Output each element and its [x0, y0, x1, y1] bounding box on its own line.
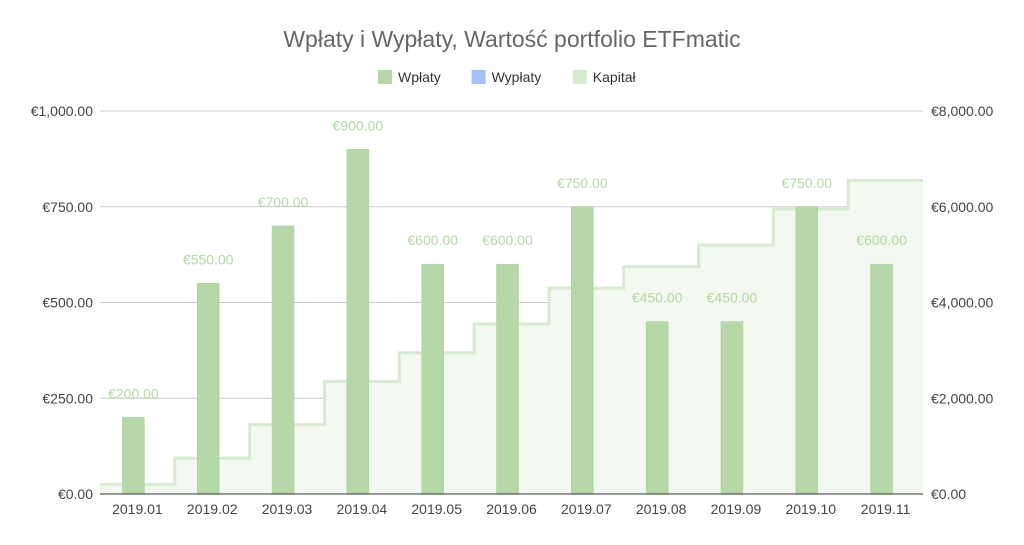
legend-swatch [471, 70, 486, 84]
x-tick-label: 2019.06 [486, 501, 537, 517]
bar-wplaty [795, 206, 819, 495]
x-tick-label: 2019.08 [636, 501, 687, 517]
y-left-tick-label: €500.00 [42, 295, 93, 311]
bar-data-label: €600.00 [407, 232, 458, 248]
bar-wplaty [421, 263, 444, 495]
x-tick-label: 2019.02 [187, 501, 238, 517]
data-labels: €200.00 €550.00 €700.00 €900.00 €600.00 €600.… [108, 117, 907, 401]
x-tick-label: 2019.10 [785, 501, 836, 517]
x-tick-label: 2019.09 [711, 501, 762, 517]
chart-title: Wpłaty i Wypłaty, Wartość portfolio ETFm… [283, 26, 740, 52]
bar-wplaty [122, 417, 145, 495]
y-left-tick-label: €250.00 [42, 390, 93, 406]
legend-label: Kapitał [593, 69, 637, 85]
bar-data-label: €750.00 [781, 175, 832, 191]
bar-data-label: €900.00 [333, 117, 384, 133]
y-left-tick-label: €750.00 [42, 199, 93, 215]
bar-data-label: €200.00 [108, 385, 159, 401]
bar-wplaty [571, 206, 594, 495]
bar-data-label: €600.00 [482, 232, 533, 248]
y-right-tick-label: €4,000.00 [931, 295, 993, 311]
bar-wplaty [645, 321, 669, 495]
y-right-tick-label: €8,000.00 [931, 103, 993, 119]
bar-data-label: €550.00 [183, 251, 234, 267]
bar-data-label: €450.00 [632, 290, 683, 306]
y-left-tick-label: €0.00 [58, 486, 93, 502]
legend-label: Wypłaty [492, 69, 542, 85]
x-tick-label: 2019.05 [411, 501, 462, 517]
y-right-tick-label: €6,000.00 [931, 199, 993, 215]
x-tick-label: 2019.07 [561, 501, 612, 517]
legend: Wpłaty Wypłaty Kapitał [378, 69, 636, 85]
y-left-tick-label: €1,000.00 [31, 103, 93, 119]
bar-data-label: €750.00 [557, 175, 608, 191]
x-tick-label: 2019.01 [112, 501, 163, 517]
bar-data-label: €450.00 [707, 290, 758, 306]
axes: 2019.01 2019.02 2019.03 2019.04 2019.05 2019.… [100, 493, 923, 517]
bar-wplaty [196, 283, 220, 495]
y-right-tick-label: €2,000.00 [931, 390, 993, 406]
x-tick-label: 2019.03 [262, 501, 313, 517]
legend-swatch [378, 70, 392, 84]
bar-data-label: €600.00 [856, 232, 907, 248]
bar-wplaty [346, 149, 370, 495]
x-tick-label: 2019.04 [337, 501, 388, 517]
legend-label: Wpłaty [398, 69, 441, 85]
legend-swatch [572, 70, 587, 84]
bar-wplaty [870, 263, 893, 495]
y-right-tick-label: €0.00 [931, 486, 966, 502]
bar-data-label: €700.00 [258, 194, 309, 210]
bar-wplaty [496, 263, 519, 495]
bars [122, 149, 893, 495]
bar-wplaty [271, 225, 295, 495]
x-tick-label: 2019.11 [861, 501, 911, 517]
bar-wplaty [720, 321, 744, 495]
